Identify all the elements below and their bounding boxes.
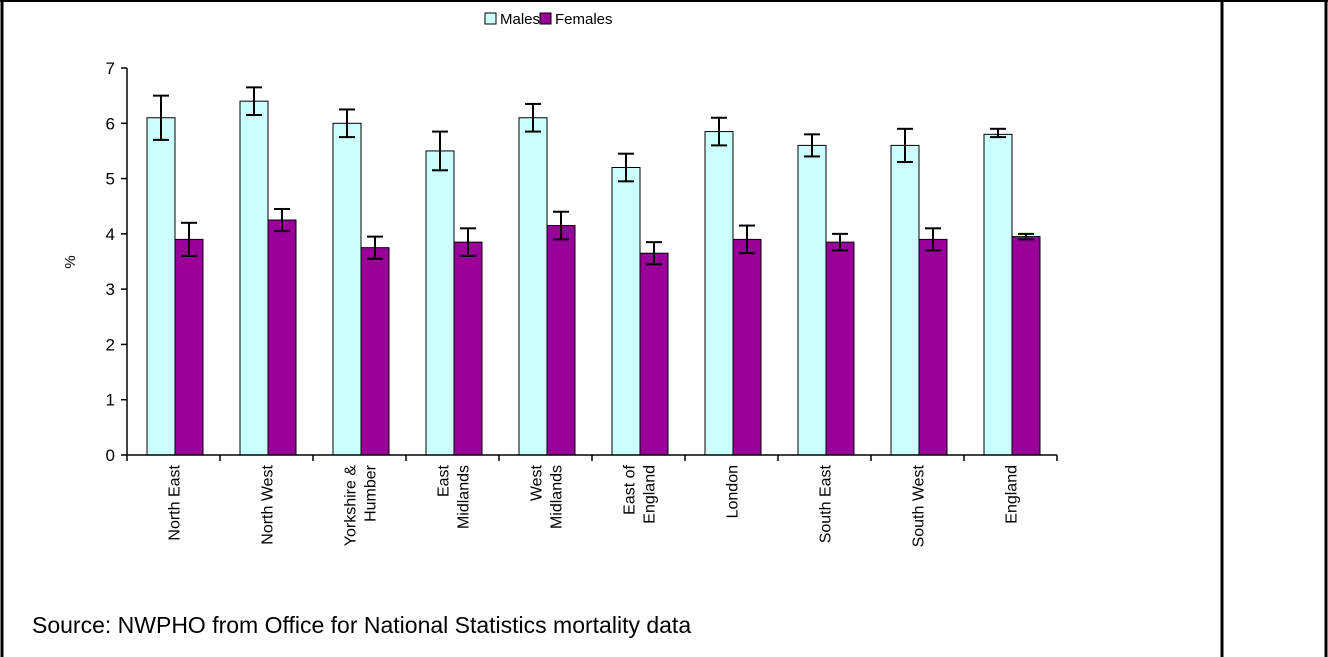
- x-category-label: West: [529, 464, 546, 501]
- x-category-label: North West: [260, 464, 277, 544]
- source-note: Source: NWPHO from Office for National S…: [32, 612, 692, 638]
- females-bar: [1011, 236, 1041, 456]
- x-category-label: England: [1004, 465, 1021, 524]
- females-bar: [546, 225, 576, 456]
- y-tick-label: 3: [106, 280, 115, 299]
- males-bar: [611, 167, 641, 456]
- bars: [146, 86, 1041, 456]
- legend-label-males: Males: [500, 11, 540, 28]
- females-bar: [267, 219, 297, 456]
- x-category-label: England: [642, 465, 659, 524]
- x-category-label: Yorkshire &: [343, 465, 360, 547]
- x-category-label: Humber: [363, 464, 380, 522]
- x-category-label: South West: [911, 464, 928, 547]
- y-axis: 0 1 2 3 4 5 6 7%: [62, 59, 128, 465]
- females-bar: [918, 238, 948, 456]
- females-bar: [825, 241, 855, 456]
- males-bar: [983, 133, 1013, 456]
- males-bar: [704, 131, 734, 456]
- x-category-label: Midlands: [549, 465, 566, 529]
- y-tick-label: 5: [106, 170, 115, 189]
- y-tick-label: 0: [106, 446, 115, 465]
- y-axis-label: %: [62, 255, 79, 268]
- x-category-label: North East: [167, 464, 184, 540]
- x-category-label: East of: [622, 464, 639, 514]
- males-bar: [332, 122, 362, 456]
- females-bar: [732, 238, 762, 456]
- males-bar: [425, 150, 455, 456]
- legend: Males Females: [484, 11, 613, 28]
- legend-swatch-males: [484, 12, 497, 25]
- y-tick-label: 4: [106, 225, 115, 244]
- legend-label-females: Females: [555, 11, 613, 28]
- females-bar: [453, 241, 483, 456]
- y-tick-label: 6: [106, 114, 115, 133]
- y-tick-label: 7: [106, 59, 115, 78]
- legend-swatch-females: [539, 12, 552, 25]
- y-tick-label: 2: [106, 335, 115, 354]
- females-bar: [639, 252, 669, 456]
- x-axis: North East North West Yorkshire & Humber Eas…: [126, 454, 1058, 547]
- x-category-label: Midlands: [456, 465, 473, 529]
- y-tick-label: 1: [106, 391, 115, 410]
- males-bar: [239, 100, 269, 456]
- females-bar: [360, 247, 390, 456]
- x-category-label: London: [725, 465, 742, 518]
- males-bar: [146, 117, 176, 456]
- males-bar: [890, 144, 920, 456]
- x-category-label: East: [436, 464, 453, 497]
- females-bar: [174, 238, 204, 456]
- x-category-label: South East: [818, 464, 835, 543]
- males-bar: [518, 117, 548, 456]
- males-bar: [797, 144, 827, 456]
